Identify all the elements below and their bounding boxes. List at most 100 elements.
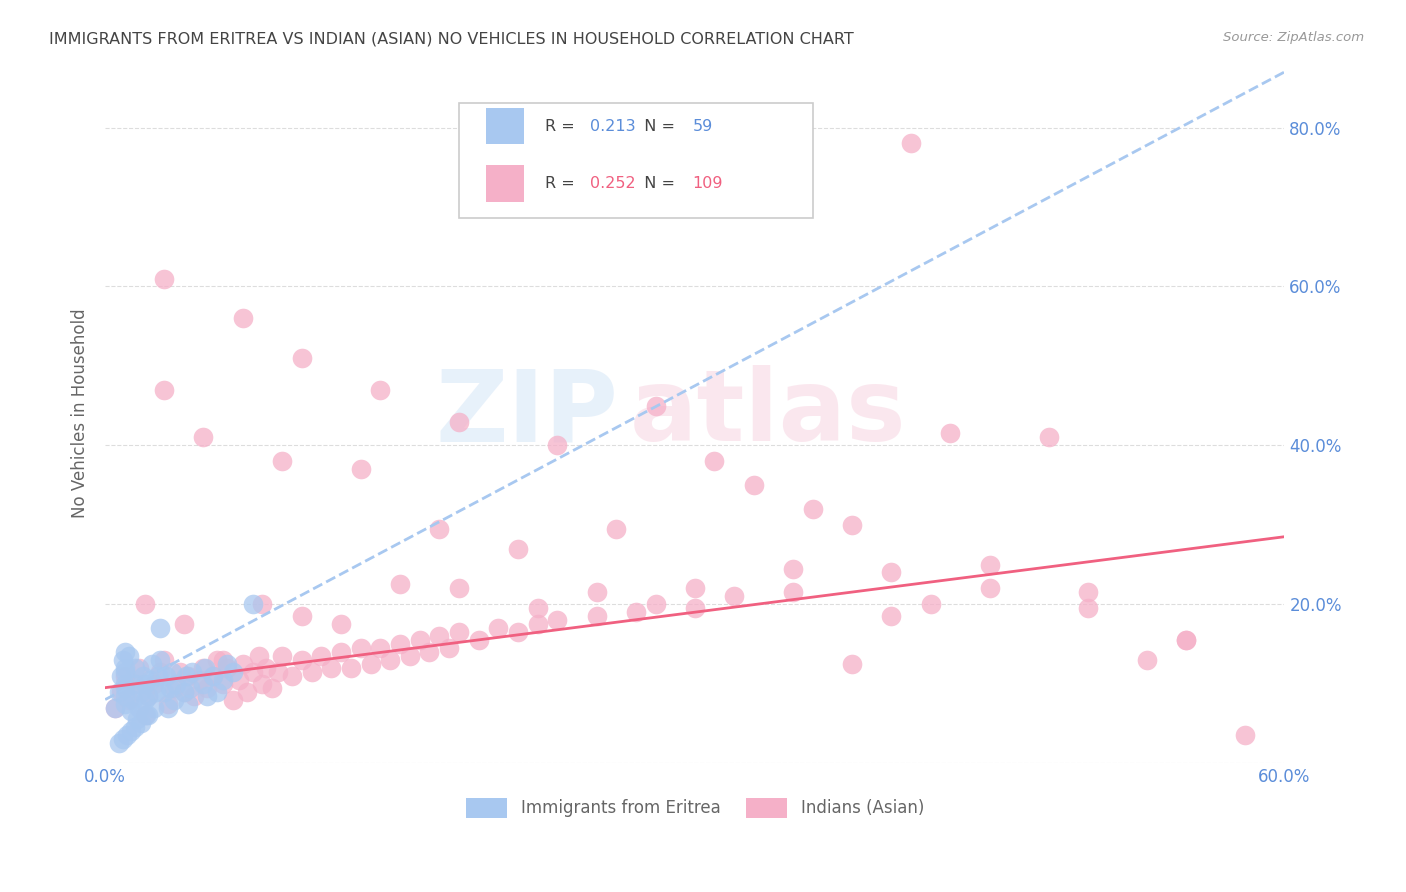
Point	[114, 697, 136, 711]
Point	[124, 720, 146, 734]
Point	[157, 697, 180, 711]
Text: Source: ZipAtlas.com: Source: ZipAtlas.com	[1223, 31, 1364, 45]
Point	[624, 605, 647, 619]
Point	[321, 661, 343, 675]
Point	[129, 716, 152, 731]
Point	[782, 561, 804, 575]
Point	[841, 657, 863, 671]
Point	[291, 351, 314, 365]
Point	[447, 582, 470, 596]
Point	[145, 684, 167, 698]
Point	[115, 728, 138, 742]
Point	[222, 692, 245, 706]
Point	[486, 621, 509, 635]
Point	[114, 661, 136, 675]
Point	[212, 673, 235, 687]
Point	[194, 661, 217, 675]
Point	[1077, 585, 1099, 599]
Point	[148, 669, 170, 683]
Point	[350, 640, 373, 655]
Point	[271, 454, 294, 468]
Point	[291, 609, 314, 624]
Text: IMMIGRANTS FROM ERITREA VS INDIAN (ASIAN) NO VEHICLES IN HOUSEHOLD CORRELATION C: IMMIGRANTS FROM ERITREA VS INDIAN (ASIAN…	[49, 31, 853, 46]
Point	[104, 700, 127, 714]
Point	[138, 689, 160, 703]
Point	[370, 383, 392, 397]
Point	[782, 585, 804, 599]
Point	[135, 708, 157, 723]
Point	[143, 700, 166, 714]
Text: R =: R =	[546, 119, 579, 134]
Point	[723, 590, 745, 604]
Point	[139, 673, 162, 687]
Point	[153, 684, 176, 698]
Point	[644, 597, 666, 611]
Point	[177, 697, 200, 711]
Point	[180, 665, 202, 679]
Point	[183, 689, 205, 703]
Point	[232, 657, 254, 671]
Point	[193, 676, 215, 690]
Point	[207, 684, 229, 698]
Point	[212, 653, 235, 667]
Point	[585, 585, 607, 599]
Point	[111, 653, 134, 667]
Point	[350, 462, 373, 476]
Point	[447, 625, 470, 640]
Point	[114, 645, 136, 659]
Point	[197, 689, 219, 703]
Point	[398, 648, 420, 663]
Point	[173, 684, 195, 698]
Point	[114, 665, 136, 679]
Point	[134, 597, 156, 611]
Point	[1077, 601, 1099, 615]
Point	[153, 271, 176, 285]
Point	[153, 653, 176, 667]
Point	[124, 661, 146, 675]
Point	[215, 661, 238, 675]
Point	[605, 522, 627, 536]
Point	[301, 665, 323, 679]
Point	[120, 724, 142, 739]
Point	[841, 517, 863, 532]
Point	[111, 732, 134, 747]
Point	[215, 657, 238, 671]
Point	[165, 676, 187, 690]
Point	[159, 681, 181, 695]
Point	[330, 617, 353, 632]
Point	[467, 632, 489, 647]
FancyBboxPatch shape	[486, 165, 524, 202]
Point	[447, 415, 470, 429]
Point	[138, 708, 160, 723]
Point	[526, 601, 548, 615]
Point	[110, 684, 132, 698]
Point	[188, 673, 211, 687]
Text: N =: N =	[634, 176, 679, 191]
Point	[110, 669, 132, 683]
Point	[134, 676, 156, 690]
FancyBboxPatch shape	[458, 103, 813, 218]
Point	[222, 665, 245, 679]
Text: ZIP: ZIP	[436, 365, 619, 462]
FancyBboxPatch shape	[486, 108, 524, 145]
Point	[252, 597, 274, 611]
Point	[252, 676, 274, 690]
Point	[114, 689, 136, 703]
Point	[1175, 632, 1198, 647]
Point	[193, 661, 215, 675]
Point	[900, 136, 922, 151]
Point	[267, 665, 290, 679]
Point	[360, 657, 382, 671]
Point	[121, 692, 143, 706]
Point	[202, 669, 225, 683]
Point	[104, 700, 127, 714]
Point	[418, 645, 440, 659]
Point	[197, 681, 219, 695]
Point	[340, 661, 363, 675]
Point	[134, 708, 156, 723]
Point	[370, 640, 392, 655]
Point	[163, 681, 186, 695]
Text: N =: N =	[634, 119, 679, 134]
Point	[801, 502, 824, 516]
Point	[138, 689, 160, 703]
